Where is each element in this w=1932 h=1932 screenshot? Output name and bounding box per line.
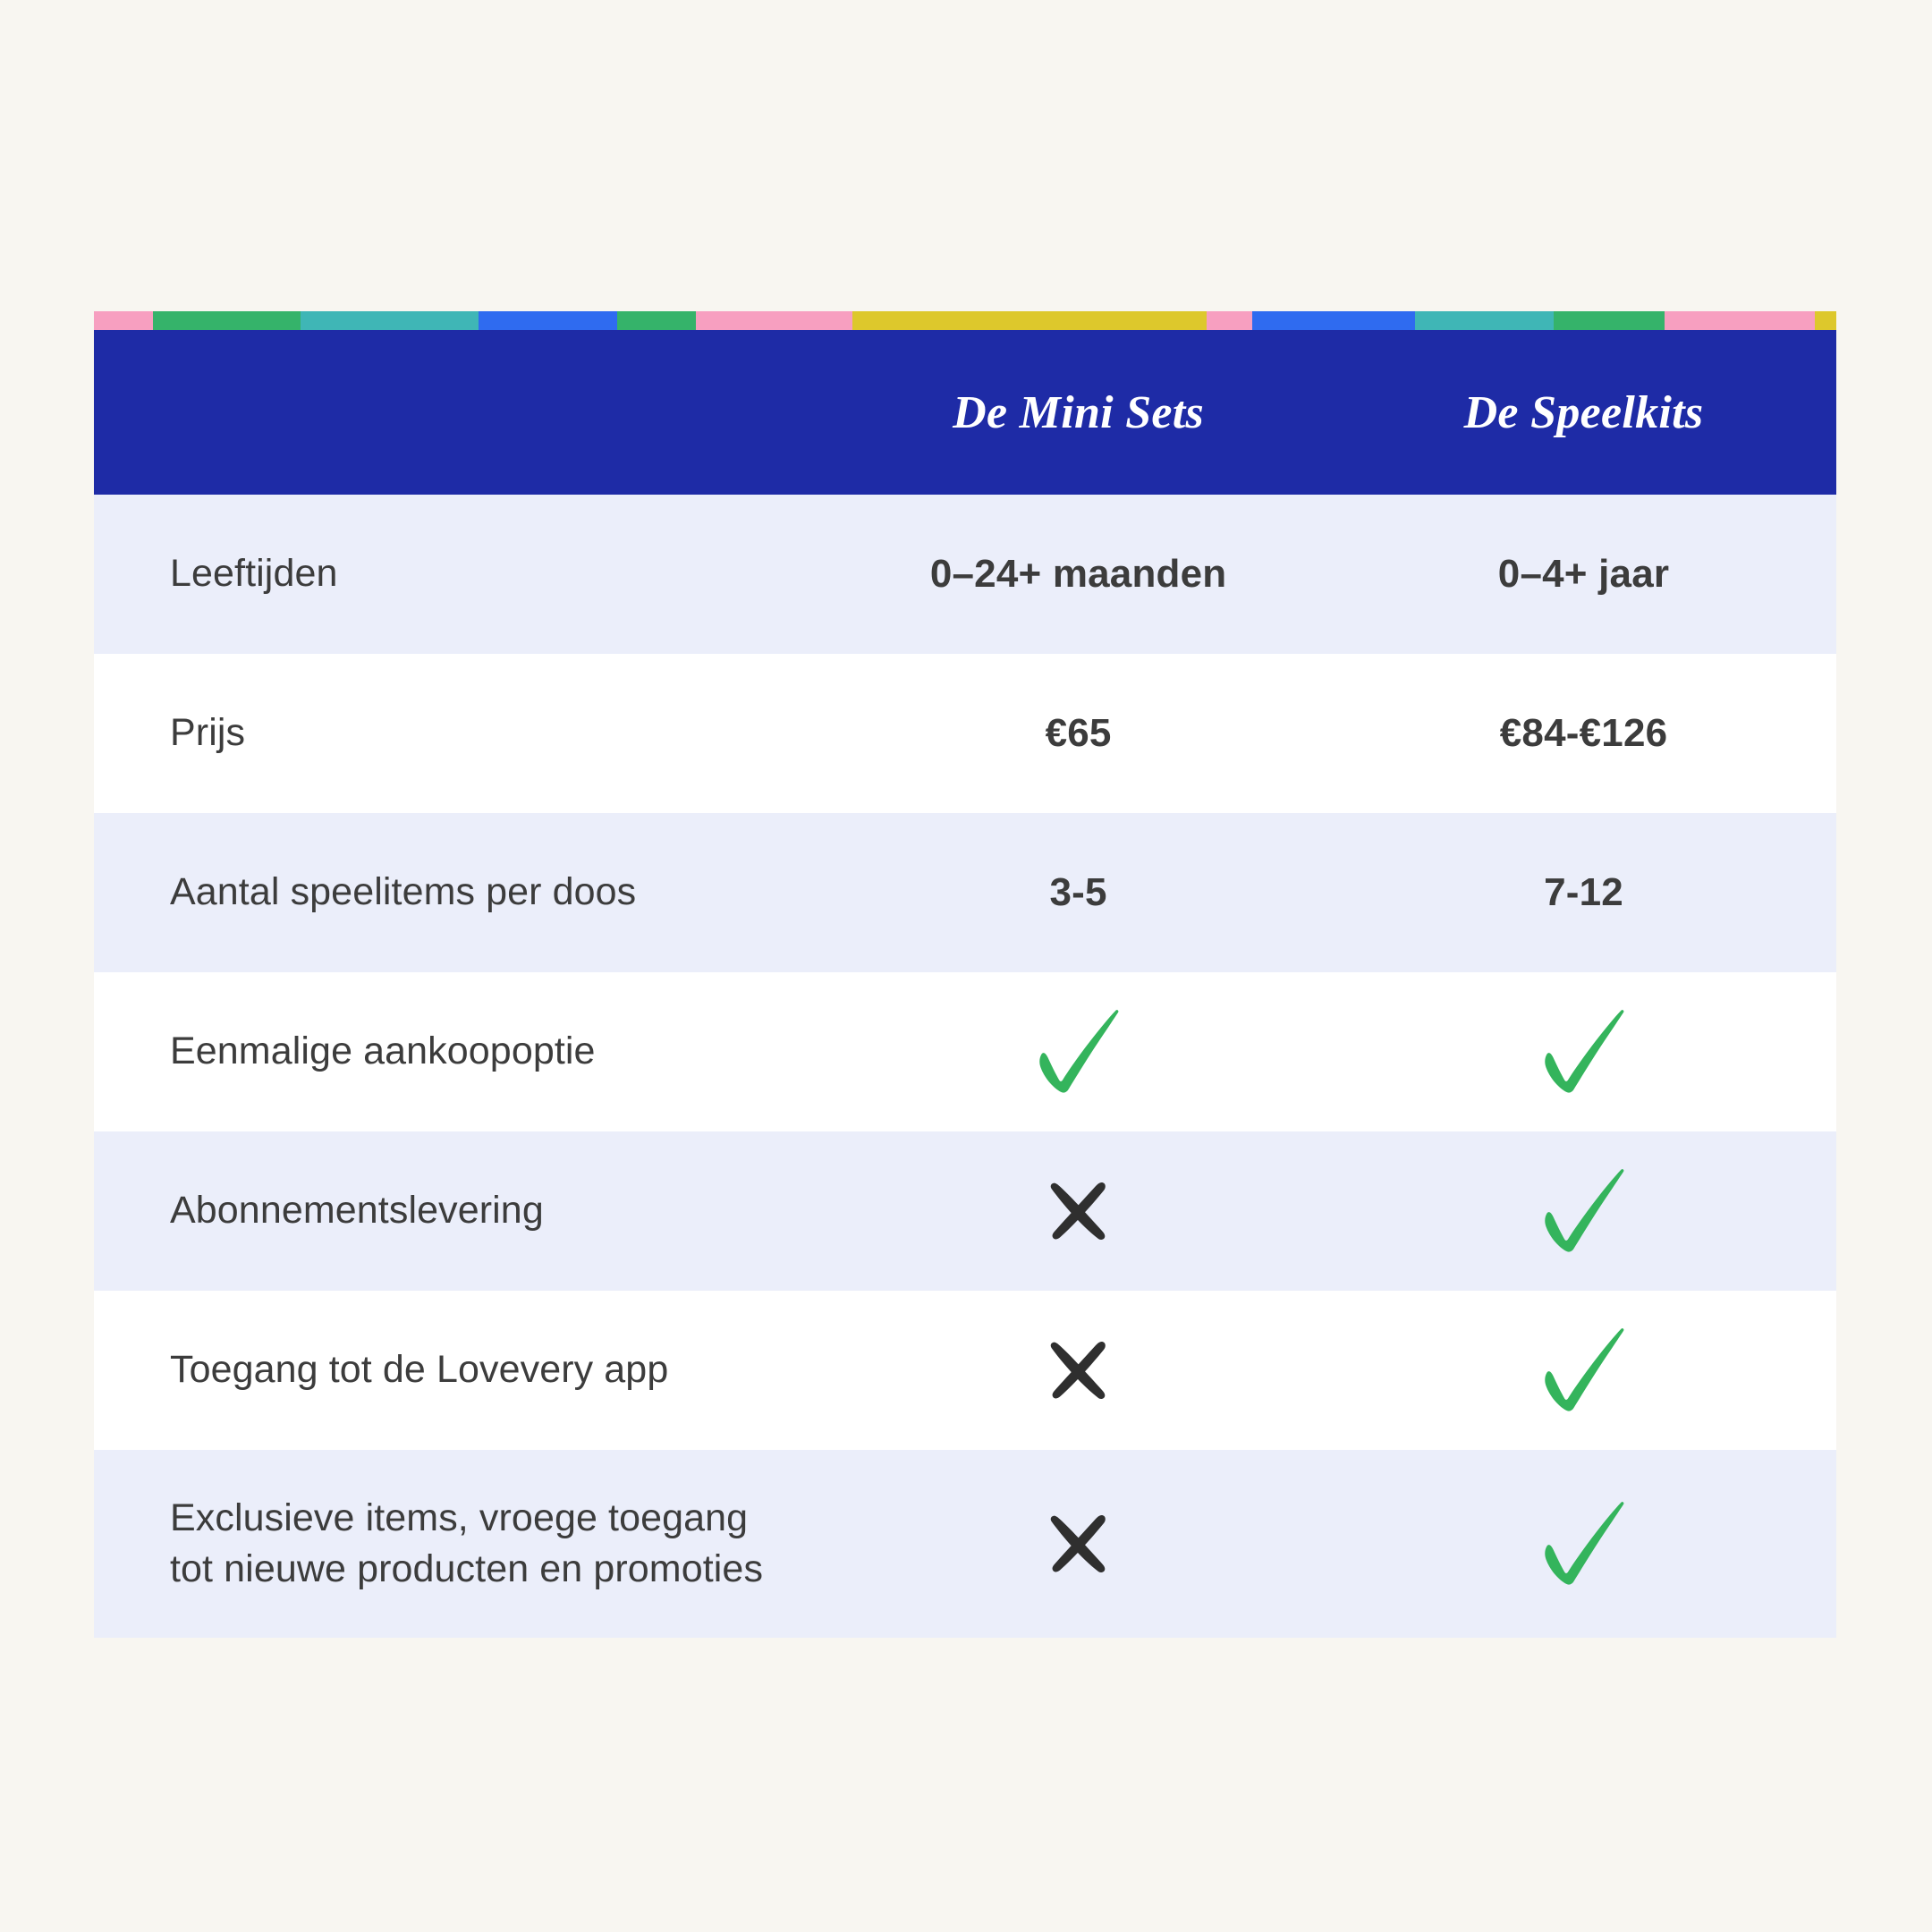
table-row: Eenmalige aankoopoptie [94, 972, 1836, 1131]
row-value-speelkits [1331, 1131, 1836, 1291]
feature-label: Prijs [170, 711, 246, 755]
check-icon [1544, 1169, 1623, 1252]
row-value-mini-sets [826, 1291, 1331, 1450]
value-text: €65 [1045, 711, 1112, 755]
feature-label: Toegang tot de Lovevery app [170, 1348, 669, 1392]
feature-label-line-1: Exclusieve items, vroege toegang [170, 1496, 749, 1539]
value-text: €84-€126 [1499, 711, 1668, 755]
table-row: Toegang tot de Lovevery app [94, 1291, 1836, 1450]
table-header-speelkits: De Speelkits [1331, 330, 1836, 495]
row-value-speelkits [1331, 1450, 1836, 1638]
comparison-table: De Mini Sets De Speelkits Leeftijden 0–24… [94, 311, 1836, 1638]
check-icon [1038, 1010, 1119, 1093]
value-text: 3-5 [1049, 870, 1107, 914]
check-icon [1544, 1010, 1623, 1093]
feature-label: Eenmalige aankoopoptie [170, 1030, 596, 1073]
row-value-mini-sets [826, 1131, 1331, 1291]
stripe-segment-6 [695, 311, 852, 330]
cross-icon [1050, 1342, 1106, 1399]
stripe-segment-12 [1665, 311, 1815, 330]
cross-icon [1050, 1182, 1106, 1240]
stripe-segment-5 [617, 311, 696, 330]
row-value-speelkits: 7-12 [1331, 813, 1836, 972]
row-value-mini-sets: 3-5 [826, 813, 1331, 972]
stripe-segment-2 [152, 311, 301, 330]
row-feature-cell: Abonnementslevering [94, 1131, 826, 1291]
feature-label-line-2: tot nieuwe producten en promoties [170, 1547, 764, 1590]
row-value-speelkits [1331, 972, 1836, 1131]
table-row: Abonnementslevering [94, 1131, 1836, 1291]
table-header-mini-sets: De Mini Sets [826, 330, 1331, 495]
table-header-feature-cell [94, 330, 826, 495]
row-feature-cell: Exclusieve items, vroege toegang tot nieu… [94, 1450, 826, 1638]
stripe-segment-11 [1554, 311, 1665, 330]
row-value-speelkits [1331, 1291, 1836, 1450]
check-icon [1544, 1328, 1623, 1411]
column-title-speelkits: De Speelkits [1463, 386, 1704, 438]
row-feature-cell: Prijs [94, 654, 826, 813]
table-row: Prijs €65 €84-€126 [94, 654, 1836, 813]
stripe-segment-4 [478, 311, 618, 330]
row-value-mini-sets: 0–24+ maanden [826, 495, 1331, 654]
feature-label: Aantal speelitems per doos [170, 870, 637, 914]
value-text: 0–24+ maanden [929, 552, 1227, 596]
column-title-mini-sets: De Mini Sets [953, 386, 1205, 438]
row-feature-cell: Eenmalige aankoopoptie [94, 972, 826, 1131]
row-feature-cell: Leeftijden [94, 495, 826, 654]
stripe-segment-10 [1414, 311, 1555, 330]
row-value-mini-sets [826, 972, 1331, 1131]
stripe-segment-13 [1814, 311, 1836, 330]
row-feature-cell: Aantal speelitems per doos [94, 813, 826, 972]
feature-label: Abonnementslevering [170, 1189, 544, 1233]
stripe-segment-9 [1251, 311, 1415, 330]
row-feature-cell: Toegang tot de Lovevery app [94, 1291, 826, 1450]
row-value-mini-sets [826, 1450, 1331, 1638]
feature-label: Leeftijden [170, 552, 338, 596]
table-body: Leeftijden 0–24+ maanden 0–4+ jaar Prijs €65… [94, 495, 1836, 1638]
value-text: 0–4+ jaar [1497, 552, 1670, 596]
cross-icon [1050, 1515, 1106, 1572]
value-text: 7-12 [1544, 870, 1623, 914]
table-row: Leeftijden 0–24+ maanden 0–4+ jaar [94, 495, 1836, 654]
stripe-segment-1 [94, 311, 153, 330]
table-header-row: De Mini Sets De Speelkits [94, 330, 1836, 495]
row-value-speelkits: 0–4+ jaar [1331, 495, 1836, 654]
decorative-color-stripe [94, 311, 1836, 330]
table-row: Aantal speelitems per doos 3-5 7-12 [94, 813, 1836, 972]
stripe-segment-7 [852, 311, 1207, 330]
row-value-speelkits: €84-€126 [1331, 654, 1836, 813]
row-value-mini-sets: €65 [826, 654, 1331, 813]
check-icon [1544, 1502, 1623, 1585]
stripe-segment-8 [1206, 311, 1252, 330]
stripe-segment-3 [300, 311, 479, 330]
table-row: Exclusieve items, vroege toegang tot nieu… [94, 1450, 1836, 1638]
feature-label: Exclusieve items, vroege toegang tot nieu… [170, 1493, 763, 1595]
